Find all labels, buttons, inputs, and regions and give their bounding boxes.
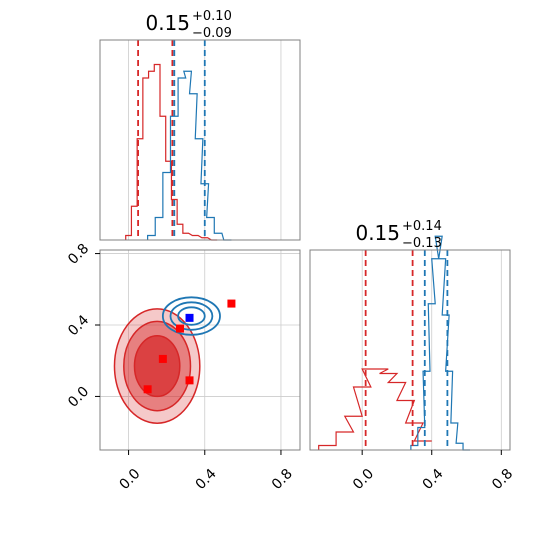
x-tick-label: 0.0	[116, 466, 143, 493]
marker-blue	[185, 313, 194, 322]
y-tick-label: 0.8	[65, 241, 92, 268]
y-tick-label: 0.0	[65, 384, 92, 411]
x-tick-label: 0.8	[489, 466, 516, 493]
contour-red-level-2	[133, 334, 181, 398]
panel-title-plus: +0.14	[402, 219, 442, 234]
histogram-blue	[147, 70, 232, 241]
panel-title-plus: +0.10	[192, 9, 232, 24]
panel-title-minus: −0.13	[402, 236, 442, 251]
x-tick-label: 0.4	[420, 466, 447, 493]
panel-frame	[99, 39, 301, 241]
panel-frame	[99, 249, 301, 451]
panel-frame	[309, 249, 511, 451]
marker-red	[227, 299, 236, 308]
panel-scatter_2d: 0.0 0.4 0.8 0.0 0.4 0.8	[65, 241, 301, 493]
y-tick-label: 0.4	[65, 312, 92, 339]
marker-red	[158, 354, 167, 363]
contour-blue-level-1	[169, 301, 214, 331]
histogram-red	[318, 368, 432, 450]
marker-red	[185, 376, 194, 385]
panel-title-value: 0.15	[355, 221, 400, 245]
histogram-blue	[410, 235, 470, 451]
x-tick-label: 0.8	[269, 466, 296, 493]
x-tick-label: 0.0	[350, 466, 377, 493]
marker-red	[176, 324, 184, 333]
histogram-red	[125, 63, 218, 241]
marker-red	[143, 385, 152, 394]
panel-hist_param1: 0.15 +0.10 −0.09	[99, 9, 301, 241]
contour-blue-level-2	[177, 306, 206, 326]
panel-hist_param2: 0.15 +0.14 −0.13 0.0 0.4 0.8	[309, 219, 516, 493]
x-tick-label: 0.4	[193, 466, 220, 493]
panel-title-minus: −0.09	[192, 26, 232, 41]
contour-blue-level-0	[161, 296, 221, 336]
panel-title-value: 0.15	[145, 11, 190, 35]
